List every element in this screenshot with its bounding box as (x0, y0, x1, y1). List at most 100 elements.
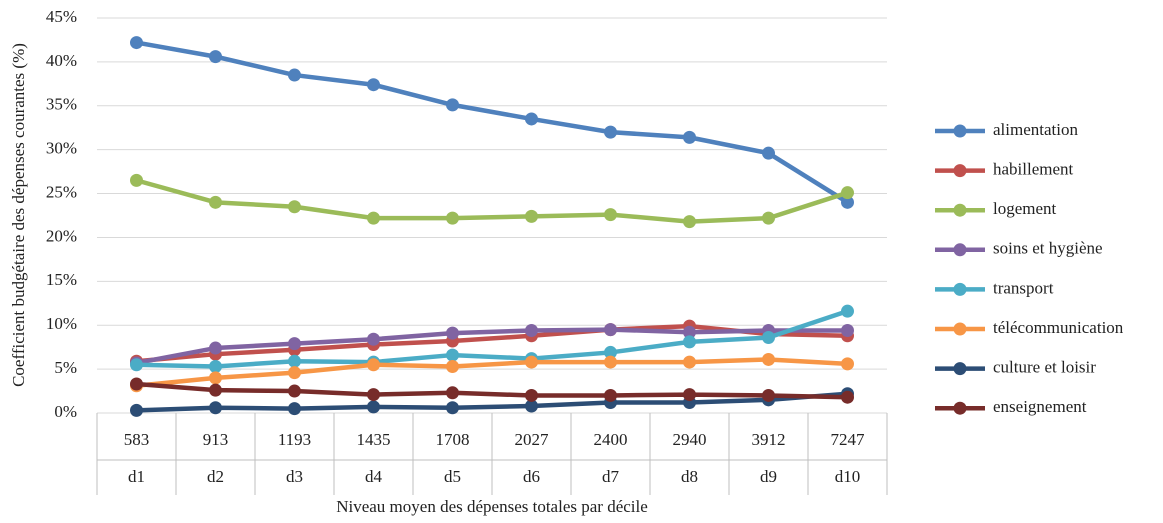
y-tick-label: 10% (46, 314, 77, 333)
data-point (525, 209, 538, 223)
data-point (209, 383, 222, 397)
data-point (762, 146, 775, 160)
data-point (841, 304, 854, 318)
series-line (136, 381, 848, 400)
data-point (525, 355, 538, 369)
data-point (367, 211, 380, 225)
legend-label: habillement (993, 160, 1074, 179)
legend-swatch-marker (953, 124, 967, 138)
data-point (367, 388, 380, 402)
legend-label: soins et hygiène (993, 239, 1103, 258)
data-point (288, 200, 301, 214)
legend-label: logement (993, 199, 1057, 218)
data-point (841, 390, 854, 404)
x-group-label: d9 (760, 467, 777, 486)
y-tick-label: 35% (46, 95, 77, 114)
y-tick-label: 20% (46, 226, 77, 245)
legend-label: transport (993, 278, 1054, 297)
data-point (525, 112, 538, 126)
data-point (841, 186, 854, 200)
x-tick-label: 1708 (436, 430, 470, 449)
legend-swatch-marker (953, 401, 967, 415)
x-group-label: d6 (523, 467, 540, 486)
data-point (209, 195, 222, 209)
series (130, 36, 854, 209)
x-group-label: d2 (207, 467, 224, 486)
data-point (288, 384, 301, 398)
data-point (130, 173, 143, 187)
data-point (762, 352, 775, 366)
y-tick-label: 5% (54, 358, 77, 377)
data-point (604, 208, 617, 222)
y-axis-title: Coefficient budgétaire des dépenses cour… (9, 43, 28, 387)
data-point (288, 337, 301, 351)
x-tick-label: 2027 (515, 430, 550, 449)
x-tick-label: 583 (124, 430, 150, 449)
legend-label: alimentation (993, 120, 1078, 139)
series-line (136, 40, 849, 205)
data-point (683, 335, 696, 349)
series (130, 352, 854, 393)
data-point (604, 388, 617, 402)
data-point (367, 78, 380, 92)
data-point (604, 323, 617, 337)
data-point (209, 341, 222, 355)
data-point (446, 98, 459, 112)
series-line (136, 391, 848, 413)
data-point (130, 377, 143, 391)
data-point (525, 323, 538, 337)
series-line (136, 309, 849, 369)
series-line (136, 327, 848, 366)
x-group-label: d3 (286, 467, 303, 486)
legend-swatch-marker (953, 282, 967, 296)
data-point (209, 50, 222, 64)
x-group-label: d5 (444, 467, 461, 486)
y-tick-label: 25% (46, 182, 77, 201)
data-point (209, 371, 222, 385)
data-point (288, 402, 301, 416)
y-tick-label: 0% (54, 402, 77, 421)
data-point (762, 388, 775, 402)
data-point (288, 366, 301, 380)
data-point (683, 215, 696, 229)
x-group-label: d7 (602, 467, 620, 486)
y-tick-label: 45% (46, 7, 77, 26)
series-line (135, 178, 849, 224)
x-tick-label: 1193 (278, 430, 311, 449)
y-tick-label: 15% (46, 270, 77, 289)
legend-swatch-marker (953, 322, 967, 336)
data-point (446, 401, 459, 415)
data-point (762, 331, 775, 345)
x-tick-label: 2940 (673, 430, 707, 449)
data-point (604, 125, 617, 139)
data-point (209, 359, 222, 373)
data-point (446, 211, 459, 225)
series (130, 304, 854, 373)
data-point (841, 357, 854, 371)
data-point (604, 355, 617, 369)
data-point (367, 400, 380, 414)
legend-swatch-marker (953, 164, 967, 178)
legend-label: culture et loisir (993, 358, 1096, 377)
data-point (525, 388, 538, 402)
legend-label: enseignement (993, 397, 1087, 416)
x-tick-label: 3912 (752, 430, 786, 449)
data-point (525, 399, 538, 413)
series (130, 323, 854, 370)
data-point (288, 68, 301, 82)
data-point (209, 401, 222, 415)
x-tick-label: 913 (203, 430, 229, 449)
x-axis-title: Niveau moyen des dépenses totales par dé… (336, 497, 648, 516)
y-tick-label: 30% (46, 139, 77, 158)
x-group-label: d4 (365, 467, 383, 486)
series (130, 173, 854, 229)
data-point (762, 211, 775, 225)
y-tick-label: 40% (46, 51, 77, 70)
x-group-label: d8 (681, 467, 698, 486)
legend-swatch-marker (953, 243, 967, 257)
x-tick-label: 7247 (831, 430, 866, 449)
x-tick-label: 2400 (594, 430, 628, 449)
data-point (446, 386, 459, 400)
legend-label: télécommunication (993, 318, 1124, 337)
